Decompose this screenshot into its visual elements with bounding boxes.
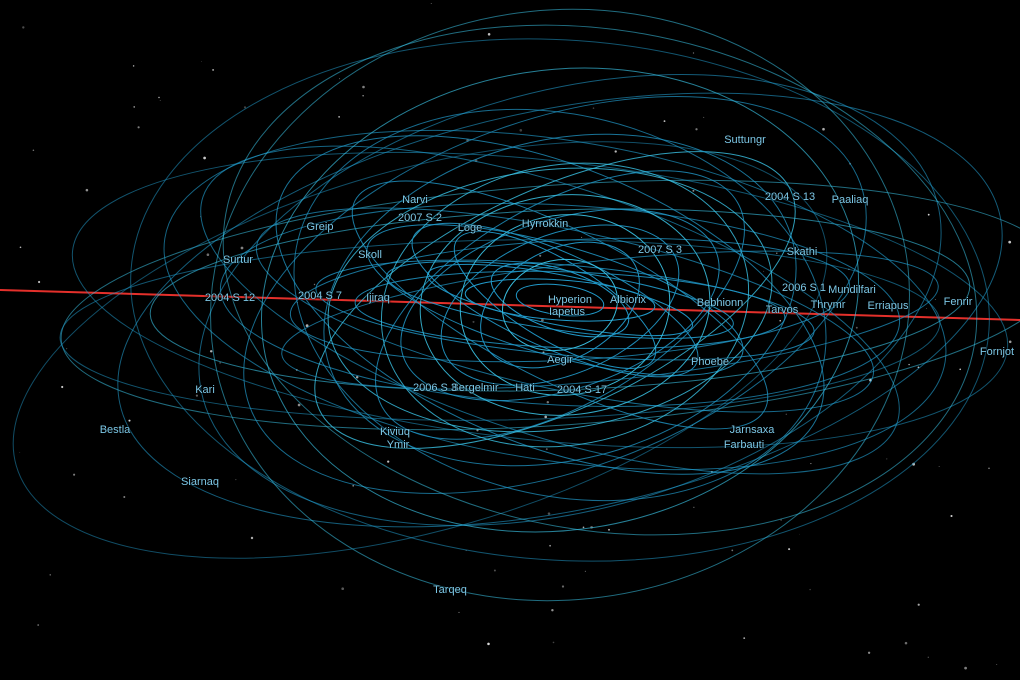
orbit bbox=[164, 78, 936, 541]
orbit bbox=[377, 173, 743, 437]
orbit-diagram: FornjotFenrirErriapusMundilfariPaaliaq20… bbox=[0, 0, 1020, 680]
orbit bbox=[182, 0, 1017, 592]
orbit bbox=[215, 187, 905, 422]
orbit bbox=[252, 55, 868, 554]
orbit bbox=[140, 80, 970, 520]
orbit bbox=[354, 265, 786, 356]
orbit bbox=[514, 280, 605, 321]
orbit-svg bbox=[0, 0, 1020, 680]
orbit bbox=[190, 19, 921, 570]
ecliptic-line bbox=[0, 290, 1020, 320]
orbit-ellipses bbox=[0, 0, 1020, 639]
orbit bbox=[113, 11, 1007, 590]
starfield bbox=[19, 3, 1011, 669]
orbit bbox=[149, 0, 992, 601]
orbit bbox=[58, 232, 941, 427]
orbit bbox=[332, 116, 787, 494]
